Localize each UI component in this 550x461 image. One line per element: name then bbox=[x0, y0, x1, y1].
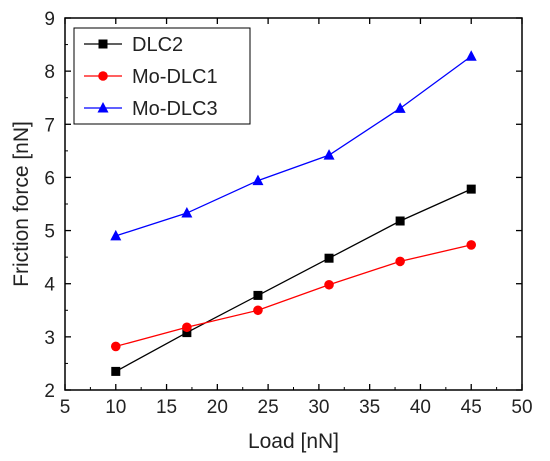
y-tick-label: 5 bbox=[44, 222, 55, 243]
data-point bbox=[395, 256, 405, 267]
series-dlc2 bbox=[111, 184, 476, 376]
data-point bbox=[323, 149, 335, 160]
x-tick-label: 45 bbox=[461, 397, 482, 418]
legend-item-mo-dlc1: Mo-DLC1 bbox=[84, 66, 218, 88]
series-line bbox=[115, 188, 472, 372]
y-tick-label: 7 bbox=[44, 115, 55, 136]
data-point bbox=[466, 240, 477, 250]
x-axis-title: Load [nN] bbox=[248, 430, 339, 453]
data-point bbox=[252, 174, 264, 186]
legend-label: Mo-DLC1 bbox=[132, 66, 218, 88]
y-tick-label: 4 bbox=[44, 275, 55, 296]
series-mo-dlc1 bbox=[110, 240, 477, 352]
x-tick-label: 35 bbox=[359, 397, 380, 418]
data-point bbox=[253, 305, 263, 316]
data-point bbox=[466, 184, 476, 194]
data-point bbox=[181, 207, 193, 218]
legend-marker bbox=[98, 39, 108, 49]
legend-item-dlc2: DLC2 bbox=[84, 34, 183, 56]
x-tick-label: 20 bbox=[207, 397, 228, 418]
data-point bbox=[395, 216, 405, 226]
legend: DLC2 Mo-DLC1 Mo-DLC3 bbox=[73, 27, 251, 125]
x-tick-label: 5 bbox=[60, 397, 71, 418]
x-tick-label: 15 bbox=[156, 397, 177, 418]
y-tick-label: 6 bbox=[44, 168, 55, 189]
series-line bbox=[115, 55, 472, 237]
y-tick-label: 3 bbox=[44, 328, 55, 349]
x-tick-label: 10 bbox=[105, 397, 126, 418]
legend-label: DLC2 bbox=[132, 34, 183, 56]
y-tick-label: 9 bbox=[44, 9, 55, 30]
y-axis-title: Friction force [nN] bbox=[10, 121, 33, 287]
data-point bbox=[394, 102, 406, 113]
plot-area bbox=[110, 50, 477, 376]
data-point bbox=[324, 279, 334, 290]
data-point bbox=[324, 253, 334, 263]
x-tick-label: 30 bbox=[308, 397, 329, 418]
x-tick-label: 40 bbox=[410, 397, 431, 418]
data-point bbox=[465, 50, 477, 61]
series-line bbox=[115, 244, 472, 348]
data-point bbox=[110, 341, 121, 352]
data-point bbox=[182, 328, 192, 338]
series-mo-dlc3 bbox=[110, 50, 477, 241]
legend-item-mo-dlc3: Mo-DLC3 bbox=[84, 98, 218, 120]
x-tick-label: 25 bbox=[258, 397, 279, 418]
data-point bbox=[253, 290, 263, 300]
data-point bbox=[182, 322, 192, 333]
legend-marker bbox=[98, 71, 108, 81]
legend-label: Mo-DLC3 bbox=[132, 98, 218, 120]
legend-marker bbox=[97, 102, 109, 113]
y-tick-label: 2 bbox=[44, 381, 55, 402]
data-point bbox=[110, 229, 122, 241]
data-point bbox=[111, 366, 121, 376]
y-tick-label: 8 bbox=[44, 62, 55, 83]
x-tick-label: 50 bbox=[511, 397, 532, 418]
